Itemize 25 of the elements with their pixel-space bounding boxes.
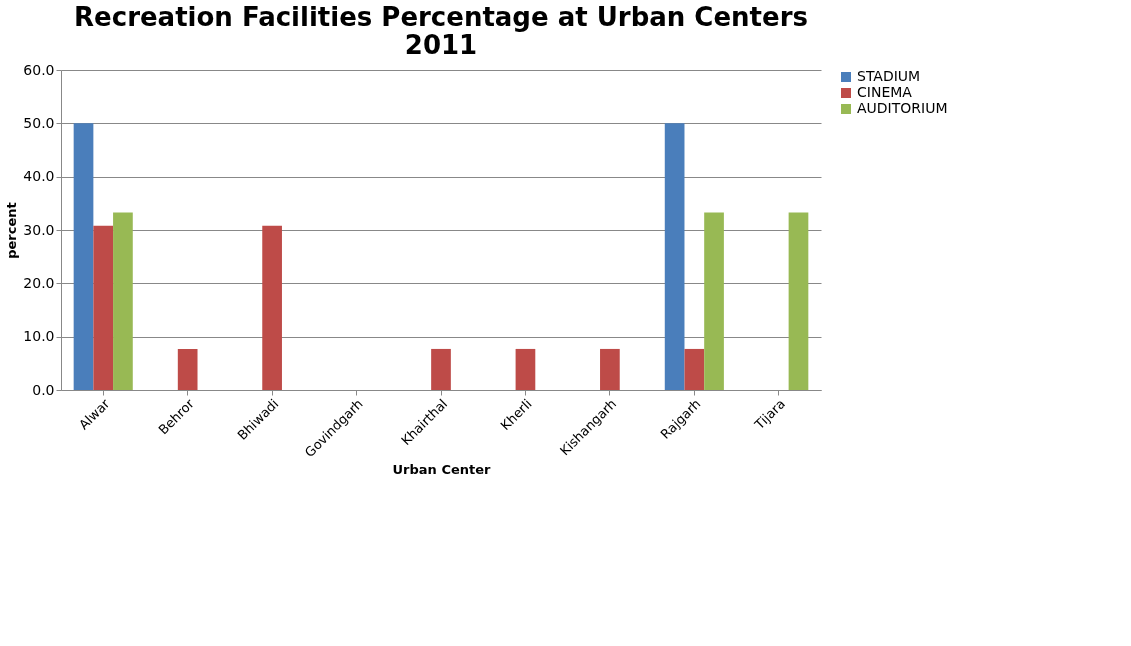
x-axis-title: Urban Center bbox=[392, 462, 492, 478]
bar bbox=[515, 348, 536, 390]
bar bbox=[177, 348, 198, 390]
y-tick-label: 40.0 bbox=[23, 168, 55, 185]
bar bbox=[664, 123, 685, 390]
bar bbox=[684, 348, 705, 390]
y-axis-title: percent bbox=[4, 202, 20, 259]
bar bbox=[113, 212, 133, 390]
bar bbox=[73, 123, 94, 390]
y-tick-label: 20.0 bbox=[23, 274, 55, 291]
legend-label: AUDITORIUM bbox=[857, 100, 948, 116]
y-tick-label: 50.0 bbox=[23, 114, 55, 131]
bar bbox=[93, 225, 114, 390]
bar bbox=[431, 348, 451, 390]
bar bbox=[788, 212, 809, 390]
bar bbox=[262, 225, 282, 390]
y-tick-label: 60.0 bbox=[23, 61, 55, 78]
y-tick-label: 10.0 bbox=[23, 328, 55, 345]
legend-label: CINEMA bbox=[857, 84, 913, 100]
y-tick-label: 30.0 bbox=[23, 221, 55, 238]
chart-title: Recreation Facilities Percentage at Urban Centers 2011 bbox=[74, 2, 808, 60]
bar bbox=[704, 212, 724, 390]
bar bbox=[600, 348, 620, 390]
legend-label: STADIUM bbox=[857, 68, 921, 84]
y-tick-label: 0.0 bbox=[32, 381, 55, 398]
